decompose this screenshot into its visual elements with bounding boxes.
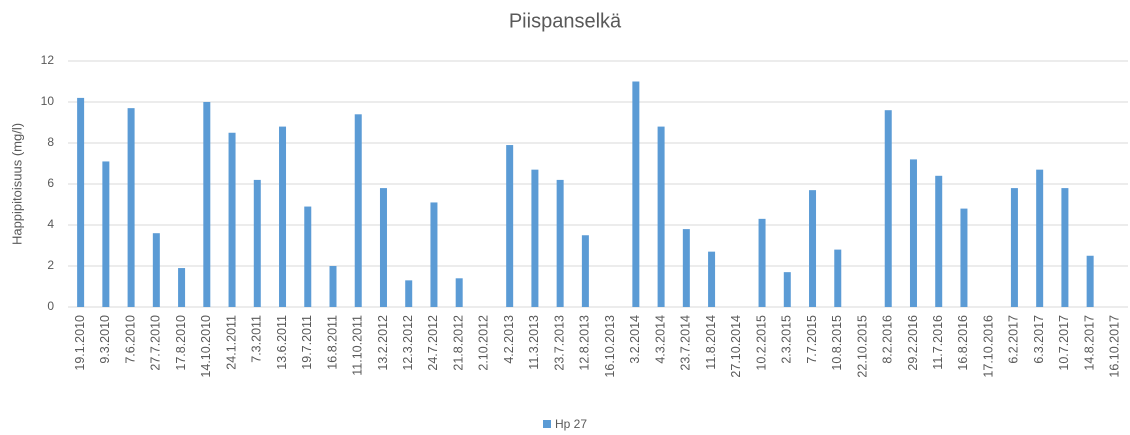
bar [354,114,362,307]
x-tick-label: 24.1.2011 [224,315,238,370]
bar [960,208,968,307]
x-tick-label: 13.6.2011 [275,315,289,370]
x-tick-label: 10.2.2015 [754,315,768,371]
x-tick-label: 17.8.2010 [174,315,188,371]
bar [152,233,160,307]
bar [253,179,261,307]
x-tick-label: 17.10.2016 [981,315,995,378]
bar [455,278,463,307]
bar [758,218,766,307]
bar [834,249,842,307]
x-tick-label: 11.8.2014 [704,315,718,370]
bar [884,110,892,307]
y-tick-label: 8 [47,135,54,149]
y-tick-label: 6 [47,176,54,190]
bar [203,102,211,307]
x-tick-label: 24.7.2012 [426,315,440,371]
x-tick-label: 2.10.2012 [477,315,491,371]
chart-title: Piispanselkä [509,10,622,32]
x-tick-label: 10.7.2017 [1057,315,1071,371]
bar [632,81,640,307]
x-tick-label: 13.2.2012 [376,315,390,371]
x-tick-label: 7.6.2010 [123,315,137,364]
bar [783,272,791,307]
bar [304,206,312,307]
x-tick-label: 29.2.2016 [906,315,920,371]
y-tick-label: 10 [41,94,55,108]
x-tick-label: 4.3.2014 [653,315,667,364]
y-axis-label: Happipitoisuus (mg/l) [9,123,24,245]
legend-label: Hp 27 [555,417,587,431]
x-tick-label: 16.10.2013 [603,315,617,378]
bar [1036,169,1044,307]
x-tick-label: 16.8.2016 [956,315,970,371]
bar [935,175,943,307]
bar [178,268,186,307]
bar [531,169,539,307]
bar [506,145,514,307]
bar [228,132,236,307]
y-tick-label: 12 [41,53,55,67]
bar [329,266,337,307]
x-tick-label: 23.7.2013 [552,315,566,371]
x-tick-label: 14.10.2010 [199,315,213,378]
bar [657,126,665,307]
x-tick-label: 16.10.2017 [1108,315,1122,378]
bar [1061,188,1069,307]
bar [909,159,917,307]
x-tick-label: 2.3.2015 [780,315,794,364]
x-tick-label: 11.3.2013 [527,315,541,370]
bar [430,202,438,307]
bar [809,190,817,307]
x-tick-label: 6.3.2017 [1032,315,1046,364]
x-tick-label: 8.2.2016 [881,315,895,364]
y-tick-label: 4 [47,217,54,231]
x-tick-label: 4.2.2013 [502,315,516,364]
bar [682,229,690,307]
bar [1010,188,1018,307]
x-tick-label: 7.3.2011 [250,315,264,363]
x-tick-label: 19.1.2010 [73,315,87,371]
x-tick-label: 11.7.2016 [931,315,945,370]
x-tick-label: 21.8.2012 [451,315,465,371]
y-tick-label: 2 [47,258,54,272]
x-tick-label: 22.10.2015 [855,315,869,378]
bar [708,251,716,307]
x-tick-label: 10.8.2015 [830,315,844,371]
legend-swatch [543,420,551,428]
x-tick-label: 27.7.2010 [149,315,163,371]
bar [379,188,387,307]
bar [102,161,110,307]
x-tick-label: 23.7.2014 [679,315,693,371]
y-tick-label: 0 [47,299,54,313]
x-tick-label: 27.10.2014 [729,315,743,378]
x-tick-label: 9.3.2010 [98,315,112,364]
x-tick-label: 11.10.2011 [351,315,365,376]
bar [581,235,589,307]
bar [77,97,85,308]
x-tick-label: 12.3.2012 [401,315,415,371]
bar [556,179,564,307]
x-tick-label: 3.2.2014 [628,315,642,364]
x-tick-label: 12.8.2013 [578,315,592,371]
bar [279,126,287,307]
bar [1086,255,1094,307]
bar [127,108,135,308]
x-tick-label: 19.7.2011 [300,315,314,370]
x-tick-label: 6.2.2017 [1007,315,1021,364]
x-tick-label: 7.7.2015 [805,315,819,364]
bar [405,280,413,307]
x-tick-label: 14.8.2017 [1082,315,1096,371]
x-tick-label: 16.8.2011 [325,315,339,370]
